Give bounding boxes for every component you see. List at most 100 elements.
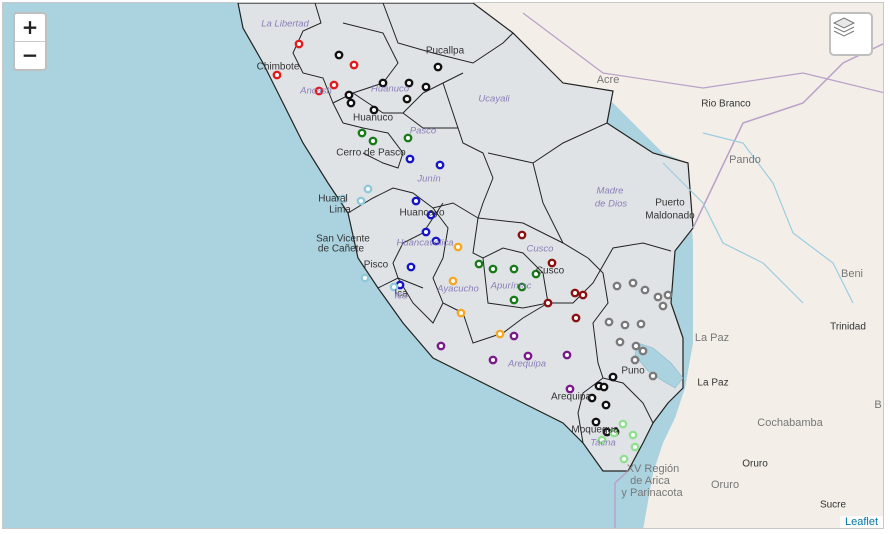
city-label: San Vicente [316,233,370,245]
site-marker[interactable] [405,154,415,164]
site-marker[interactable] [402,94,412,104]
map-container[interactable]: Chimbote Huanuco Cerro de Pasco Huaral Lima S… [2,2,884,529]
site-marker[interactable] [597,435,607,445]
region-label: Huánuco [370,83,410,95]
site-marker[interactable] [631,341,641,351]
site-marker[interactable] [630,355,640,365]
site-marker[interactable] [344,90,354,100]
site-marker[interactable] [543,298,553,308]
site-marker[interactable] [570,288,580,298]
site-marker[interactable] [599,382,609,392]
site-marker[interactable] [474,259,484,269]
site-marker[interactable] [435,160,445,170]
site-marker[interactable] [517,230,527,240]
marker-layer[interactable] [272,39,673,464]
site-marker[interactable] [653,292,663,302]
site-marker[interactable] [612,281,622,291]
site-marker[interactable] [369,105,379,115]
neighbor-land [473,3,883,528]
site-marker[interactable] [368,136,378,146]
foreign-label: B [874,399,882,411]
site-marker[interactable] [531,269,541,279]
city-label: Pucallpa [425,45,465,57]
site-marker[interactable] [357,128,367,138]
site-marker[interactable] [608,372,618,382]
zoom-out-button[interactable]: − [15,41,45,69]
region-label: Ayacucho [437,283,479,295]
site-marker[interactable] [378,78,388,88]
site-marker[interactable] [411,196,421,206]
site-marker[interactable] [517,282,527,292]
site-marker[interactable] [628,278,638,288]
site-marker[interactable] [329,80,339,90]
site-marker[interactable] [421,82,431,92]
site-marker[interactable] [431,236,441,246]
site-marker[interactable] [509,264,519,274]
site-marker[interactable] [509,295,519,305]
site-marker[interactable] [356,196,366,206]
site-marker[interactable] [609,428,619,438]
city-label: Puno [621,365,645,377]
site-marker[interactable] [663,290,673,300]
site-marker[interactable] [448,276,458,286]
site-marker[interactable] [346,98,356,108]
site-marker[interactable] [334,50,344,60]
site-marker[interactable] [421,227,431,237]
site-marker[interactable] [436,341,446,351]
site-marker[interactable] [628,430,638,440]
site-marker[interactable] [404,78,414,88]
city-label: Rio Branco [701,98,751,110]
site-marker[interactable] [562,350,572,360]
site-marker[interactable] [406,262,416,272]
site-marker[interactable] [488,355,498,365]
site-marker[interactable] [433,62,443,72]
site-marker[interactable] [453,242,463,252]
site-marker[interactable] [620,320,630,330]
attribution-link[interactable]: Leaflet [839,516,883,528]
site-marker[interactable] [630,442,640,452]
site-marker[interactable] [636,319,646,329]
site-marker[interactable] [618,419,628,429]
site-marker[interactable] [523,351,533,361]
site-marker[interactable] [456,308,466,318]
site-marker[interactable] [658,301,668,311]
site-marker[interactable] [363,184,373,194]
region-label: Cusco [526,243,554,255]
site-marker[interactable] [578,290,588,300]
site-marker[interactable] [640,285,650,295]
zoom-in-button[interactable]: + [21,15,39,39]
city-label: Arequipa [550,391,592,403]
site-marker[interactable] [565,384,575,394]
site-marker[interactable] [272,70,282,80]
site-marker[interactable] [604,317,614,327]
site-marker[interactable] [314,86,324,96]
site-marker[interactable] [360,273,370,283]
site-marker[interactable] [509,331,519,341]
site-marker[interactable] [426,210,436,220]
site-marker[interactable] [571,313,581,323]
site-marker[interactable] [638,346,648,356]
city-label: de Cañete [317,243,365,255]
site-marker[interactable] [294,39,304,49]
site-marker[interactable] [587,393,597,403]
site-marker[interactable] [619,454,629,464]
region-label: Junín [417,173,441,185]
layers-control-button[interactable] [829,12,873,56]
site-marker[interactable] [349,60,359,70]
city-label: Pisco [363,259,389,271]
site-marker[interactable] [648,371,658,381]
site-marker[interactable] [495,329,505,339]
site-marker[interactable] [615,337,625,347]
site-marker[interactable] [403,133,413,143]
site-marker[interactable] [488,264,498,274]
site-marker[interactable] [591,417,601,427]
site-marker[interactable] [547,258,557,268]
city-label: Lima [329,204,351,216]
site-marker[interactable] [389,282,399,292]
foreign-label: Pando [729,154,761,166]
map-canvas[interactable] [3,3,884,529]
site-marker[interactable] [601,400,611,410]
city-label: Cerro de Pasco [336,147,406,159]
department-borders [292,3,672,444]
site-marker[interactable] [338,194,348,204]
